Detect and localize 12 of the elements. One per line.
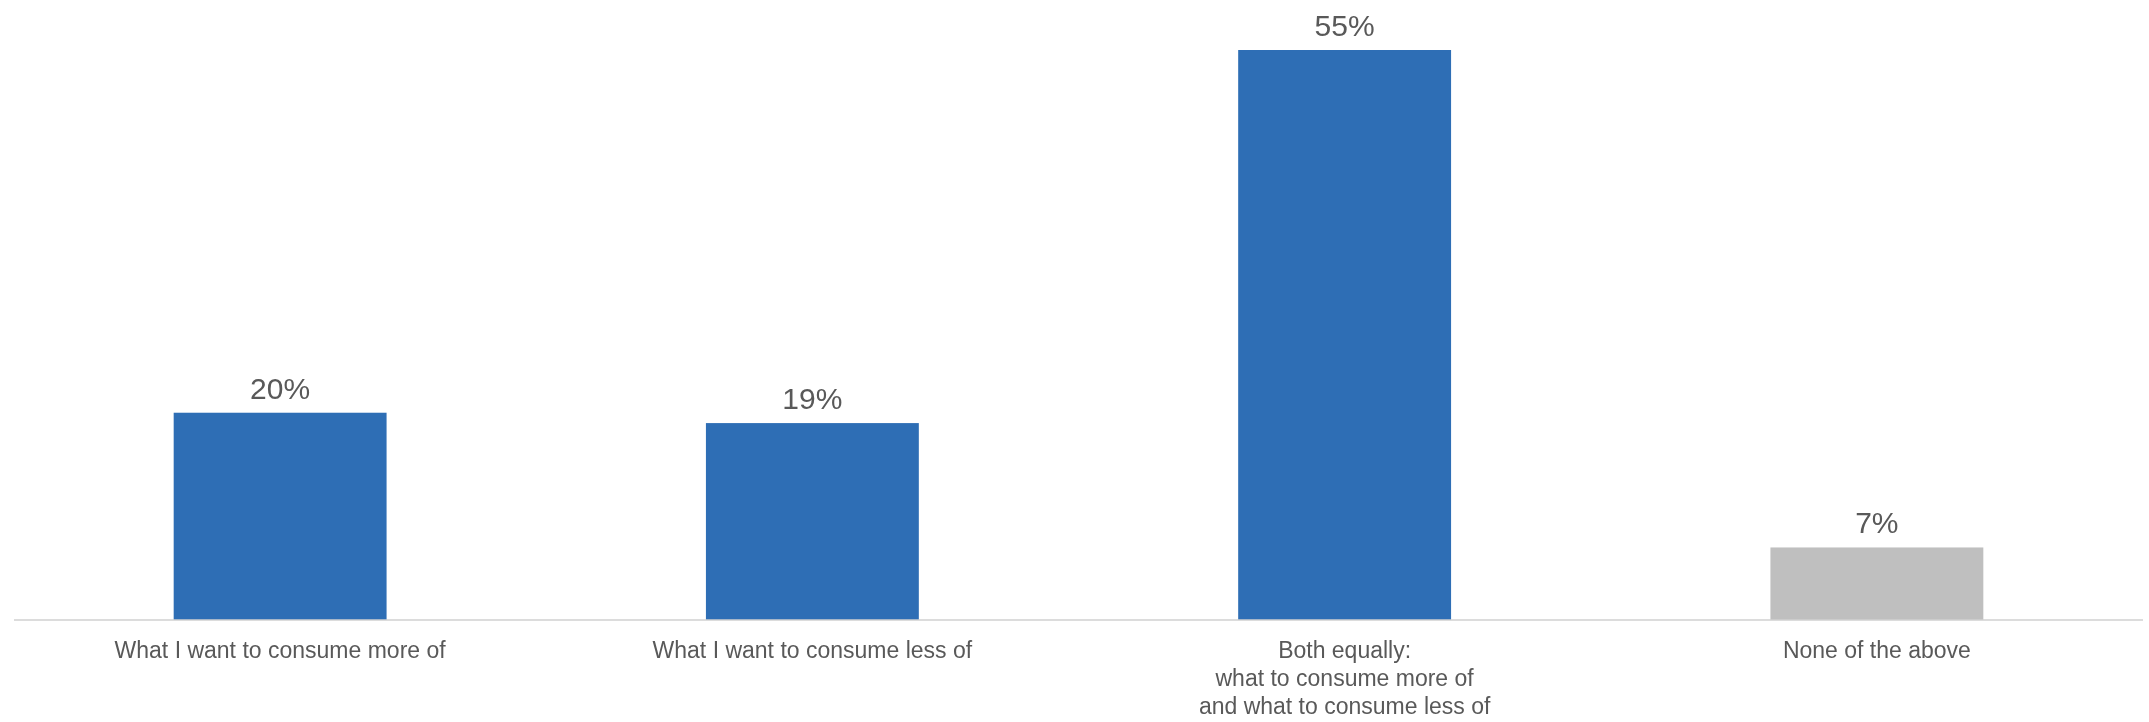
data-label: 19%: [782, 382, 843, 416]
x-tick-label: None of the above: [1782, 637, 1971, 663]
data-label: 55%: [1314, 9, 1375, 42]
data-label: 20%: [250, 371, 311, 405]
data-label: 7%: [1855, 506, 1899, 540]
x-tick-label: Both equally: what to consume more of and what to consume less of: [1198, 637, 1491, 719]
bar: [173, 412, 387, 620]
bar: [1770, 547, 1984, 620]
bar: [705, 423, 919, 620]
x-tick-label: What I want to consume more of: [114, 637, 447, 663]
bar: [1238, 50, 1452, 620]
x-tick-label: What I want to consume less of: [652, 637, 973, 663]
